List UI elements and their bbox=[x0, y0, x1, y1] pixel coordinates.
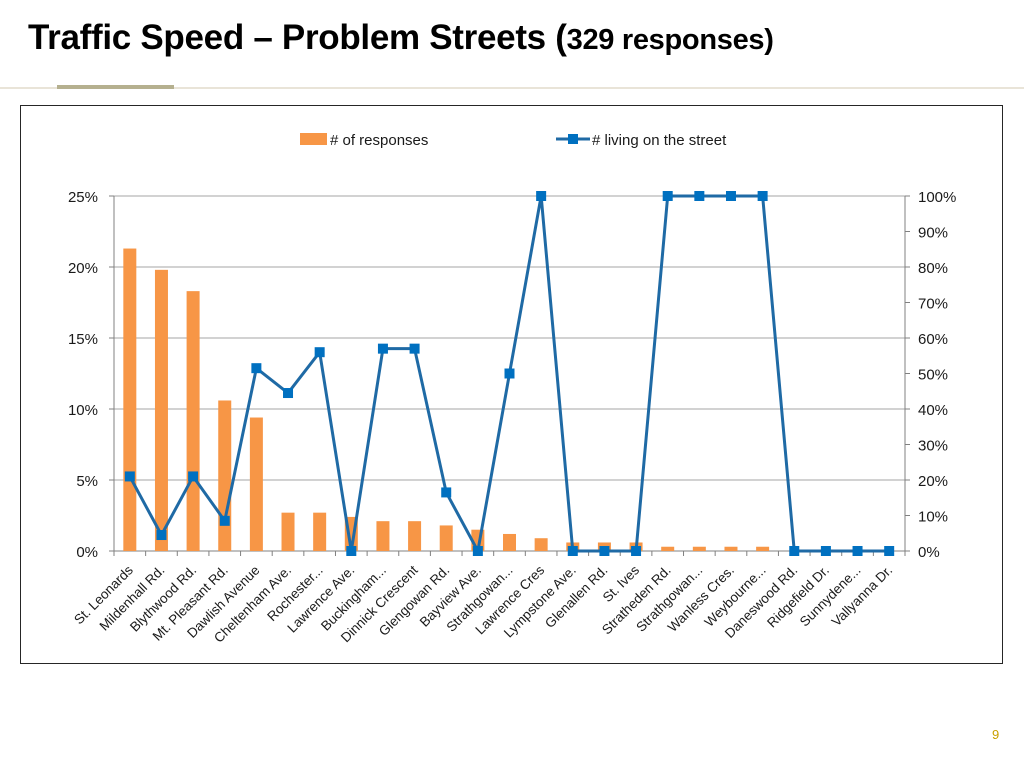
legend-label-line: # living on the street bbox=[592, 132, 727, 149]
right-axis-tick-label: 70% bbox=[918, 296, 948, 313]
bar bbox=[281, 512, 295, 551]
slide-header: Traffic Speed – Problem Streets (329 res… bbox=[0, 0, 1024, 89]
legend-label-bar: # of responses bbox=[330, 132, 428, 149]
bar bbox=[249, 417, 263, 551]
slide-title: Traffic Speed – Problem Streets (329 res… bbox=[28, 18, 774, 58]
line-marker bbox=[567, 546, 578, 556]
right-axis-tick-label: 10% bbox=[918, 509, 948, 526]
combo-chart: 0% 5% 10% 15% 20% 25% 0% 10% 20% 30% 40% 50% 60% 70% 8… bbox=[68, 132, 956, 646]
right-axis-tick-label: 60% bbox=[918, 331, 948, 348]
bar bbox=[534, 538, 548, 551]
left-axis-tick-label: 15% bbox=[68, 331, 98, 348]
right-axis-tick-label: 40% bbox=[918, 402, 948, 419]
right-axis-tick-label: 30% bbox=[918, 438, 948, 455]
right-axis-tick-label: 20% bbox=[918, 473, 948, 490]
line-marker bbox=[283, 388, 294, 399]
slide-title-sub: 329 responses) bbox=[566, 24, 774, 56]
right-axis-tick-label: 0% bbox=[918, 544, 940, 561]
line-marker bbox=[409, 343, 420, 354]
page-number: 9 bbox=[992, 727, 1000, 742]
legend-swatch-marker bbox=[568, 134, 578, 144]
line-marker bbox=[441, 487, 452, 498]
bar bbox=[756, 546, 770, 551]
line-marker bbox=[852, 546, 863, 556]
line-marker bbox=[188, 471, 199, 482]
line-marker bbox=[820, 546, 831, 556]
bar bbox=[724, 546, 738, 551]
bar bbox=[439, 525, 453, 551]
header-divider bbox=[0, 87, 1024, 89]
right-axis-tick-label: 100% bbox=[918, 189, 956, 206]
left-axis-tick-label: 0% bbox=[76, 544, 98, 561]
line-marker bbox=[662, 191, 673, 201]
line-marker bbox=[377, 343, 388, 354]
chart-frame: 0% 5% 10% 15% 20% 25% 0% 10% 20% 30% 40% 50% 60% 70% 8… bbox=[20, 105, 1003, 664]
legend-swatch-bar bbox=[300, 133, 327, 145]
line-marker bbox=[251, 363, 262, 374]
header-accent-rule bbox=[57, 85, 174, 89]
line-marker bbox=[694, 191, 705, 201]
bar bbox=[186, 291, 200, 551]
line-marker bbox=[536, 191, 547, 201]
line-marker bbox=[504, 368, 515, 379]
bar bbox=[218, 400, 232, 551]
line-marker bbox=[156, 530, 167, 541]
slide-title-main: Traffic Speed – Problem Streets ( bbox=[28, 18, 567, 57]
line-marker bbox=[219, 515, 230, 526]
bar bbox=[376, 521, 390, 551]
bar bbox=[123, 248, 137, 552]
bar bbox=[503, 533, 516, 551]
left-axis-tick-label: 10% bbox=[68, 402, 98, 419]
left-axis-tick-label: 20% bbox=[68, 260, 98, 277]
line-marker bbox=[346, 546, 357, 556]
line-marker bbox=[725, 191, 736, 201]
line-marker bbox=[314, 347, 325, 358]
bar bbox=[408, 521, 422, 551]
line-marker bbox=[472, 546, 483, 556]
line-marker bbox=[789, 546, 800, 556]
left-axis-tick-label: 5% bbox=[76, 473, 98, 490]
line-marker bbox=[124, 471, 135, 482]
bar bbox=[154, 269, 168, 551]
bar bbox=[692, 546, 706, 551]
line-marker bbox=[599, 546, 610, 556]
line-marker bbox=[884, 546, 895, 556]
right-axis-tick-label: 50% bbox=[918, 367, 948, 384]
right-axis-tick-label: 90% bbox=[918, 225, 948, 242]
line-marker bbox=[757, 191, 768, 201]
right-axis-tick-label: 80% bbox=[918, 260, 948, 277]
bar bbox=[313, 512, 327, 551]
bar bbox=[661, 546, 675, 551]
left-axis-tick-label: 25% bbox=[68, 189, 98, 206]
line-marker bbox=[631, 546, 642, 556]
